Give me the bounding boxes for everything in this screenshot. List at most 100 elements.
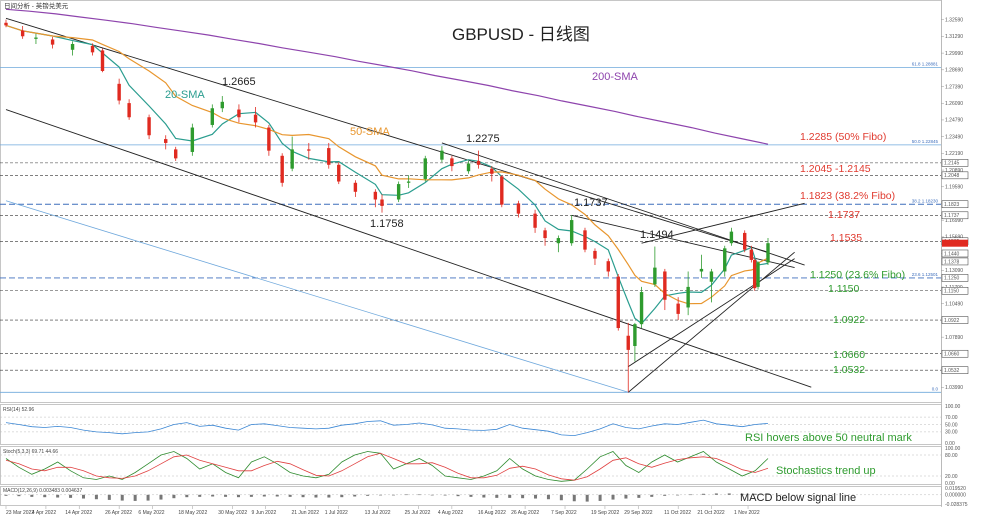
macd-bar (275, 494, 279, 497)
candle-body (373, 191, 378, 200)
candle-body (100, 50, 105, 71)
candle-body (466, 163, 471, 172)
candle-body (606, 261, 610, 272)
macd-bar (753, 493, 757, 495)
macd-bar (379, 494, 383, 496)
price-tag-label: 1.2048 (944, 173, 960, 179)
macd-bar (4, 494, 8, 496)
macd-bar (766, 493, 770, 495)
macd-bar (559, 494, 563, 501)
macd-bar (546, 494, 550, 500)
macd-bar (172, 494, 176, 499)
candle-body (556, 238, 561, 244)
panel-tick: 100.00 (945, 404, 961, 410)
level-label-1-0532: 1.0532 (833, 364, 865, 376)
y-tick-label: 1.28690 (945, 68, 963, 74)
candle-body (253, 114, 258, 123)
indicator-panels: 100.0070.0050.0030.000.00100.0080.0020.0… (0, 404, 968, 508)
candle-body (90, 45, 95, 53)
fib-tag: 61.8 1.28881 (912, 61, 939, 66)
price-tag-box (941, 316, 969, 324)
candle-body (633, 324, 637, 347)
candle-body (663, 271, 667, 300)
candle-body (210, 108, 215, 125)
price-tag-label: 1.1150 (944, 289, 959, 295)
price-tag-label: 1.0922 (944, 318, 960, 324)
x-tick-label: 14 Apr 2022 (65, 510, 92, 516)
candle-body (500, 176, 504, 205)
candle-body (749, 249, 754, 260)
x-tick-label: 18 May 2022 (178, 510, 207, 516)
label-1-1758: 1.1758 (370, 218, 404, 230)
candles-layer (4, 19, 770, 393)
candle-body (290, 149, 294, 169)
y-axis: 1.32590 1.31290 1.29990 1.28690 1.27390 1.260… (941, 17, 969, 391)
candle-body (569, 220, 574, 244)
y-tick-label: 1.32590 (945, 17, 963, 23)
candle-body (34, 37, 38, 39)
candle-body (450, 158, 454, 167)
macd-bar (727, 493, 731, 495)
macd-bar (353, 494, 357, 497)
label-1-1494: 1.1494 (640, 229, 674, 241)
macd-bar (611, 494, 615, 500)
candle-body (639, 292, 644, 325)
macd-bar (17, 494, 21, 497)
macd-bar (534, 494, 538, 499)
sma-200-line (5, 8, 769, 145)
candle-body (353, 182, 358, 192)
macd-bar (224, 494, 228, 497)
y-tick-label: 1.26090 (945, 101, 963, 107)
macd-bar (81, 494, 85, 499)
stoch-title: Stoch(5,3,3) 69.71 44.66 (3, 449, 58, 455)
macd-bar (366, 494, 370, 496)
candle-body (676, 303, 680, 314)
y-tick-label: 1.24790 (945, 118, 963, 124)
y-tick-label: 1.23490 (945, 134, 963, 140)
x-tick-label: 16 Aug 2022 (478, 510, 506, 516)
candle-body (280, 155, 284, 183)
candle-body (423, 158, 427, 179)
macd-bar (598, 494, 602, 501)
panel-tick: 0.000000 (945, 493, 966, 499)
macd-bar (624, 494, 628, 499)
macd-bar (495, 494, 499, 498)
price-tag-box (941, 249, 969, 258)
level-label-1-1250: 1.1250 (23.6% Fibo) (810, 269, 905, 281)
candle-body (4, 22, 8, 26)
level-label-1-2045: 1.2045 -1.2145 (800, 163, 871, 175)
macd-bar (663, 494, 667, 496)
sma-50-line (5, 24, 769, 305)
macd-bar (69, 494, 73, 498)
sma-layer (5, 8, 769, 325)
macd-bar (521, 494, 525, 499)
candle-body (626, 335, 630, 350)
x-tick-label: 25 Jul 2022 (405, 510, 431, 516)
candle-body (337, 164, 341, 182)
price-tag-label: 1.0532 (944, 368, 960, 374)
candle-body (237, 109, 241, 118)
macd-bar (236, 494, 240, 498)
candle-body (729, 231, 734, 244)
candle-body (20, 30, 25, 37)
level-label-1-1150: 1.1150 (828, 283, 859, 295)
macd-bar (456, 494, 460, 497)
price-tag-label: 1.1378 (944, 259, 960, 265)
panel-tick: 0.00 (945, 481, 955, 487)
price-tag-box (941, 211, 969, 220)
price-tag-label: 1.1737 (944, 213, 960, 219)
macd-title: MACD(12,26,9) 0.003483 0.004637 (3, 488, 82, 494)
candle-body (190, 127, 195, 152)
price-tag-label: 1.1250 (944, 276, 960, 282)
rsi-title: RSI(14) 52.96 (3, 407, 34, 413)
candle-body (127, 103, 131, 118)
price-tag-box (941, 257, 969, 266)
stoch-k-line (5, 451, 769, 482)
x-tick-label: 19 Sep 2022 (591, 510, 620, 516)
y-tick-label: 1.03990 (945, 385, 963, 391)
candle-body (220, 101, 224, 109)
macd-bar (314, 494, 318, 498)
x-tick-label: 7 Sep 2022 (551, 510, 577, 516)
levels-layer: 61.8 1.28881 50.0 1.22845 38.2 1.18230 23.6… (0, 61, 941, 393)
